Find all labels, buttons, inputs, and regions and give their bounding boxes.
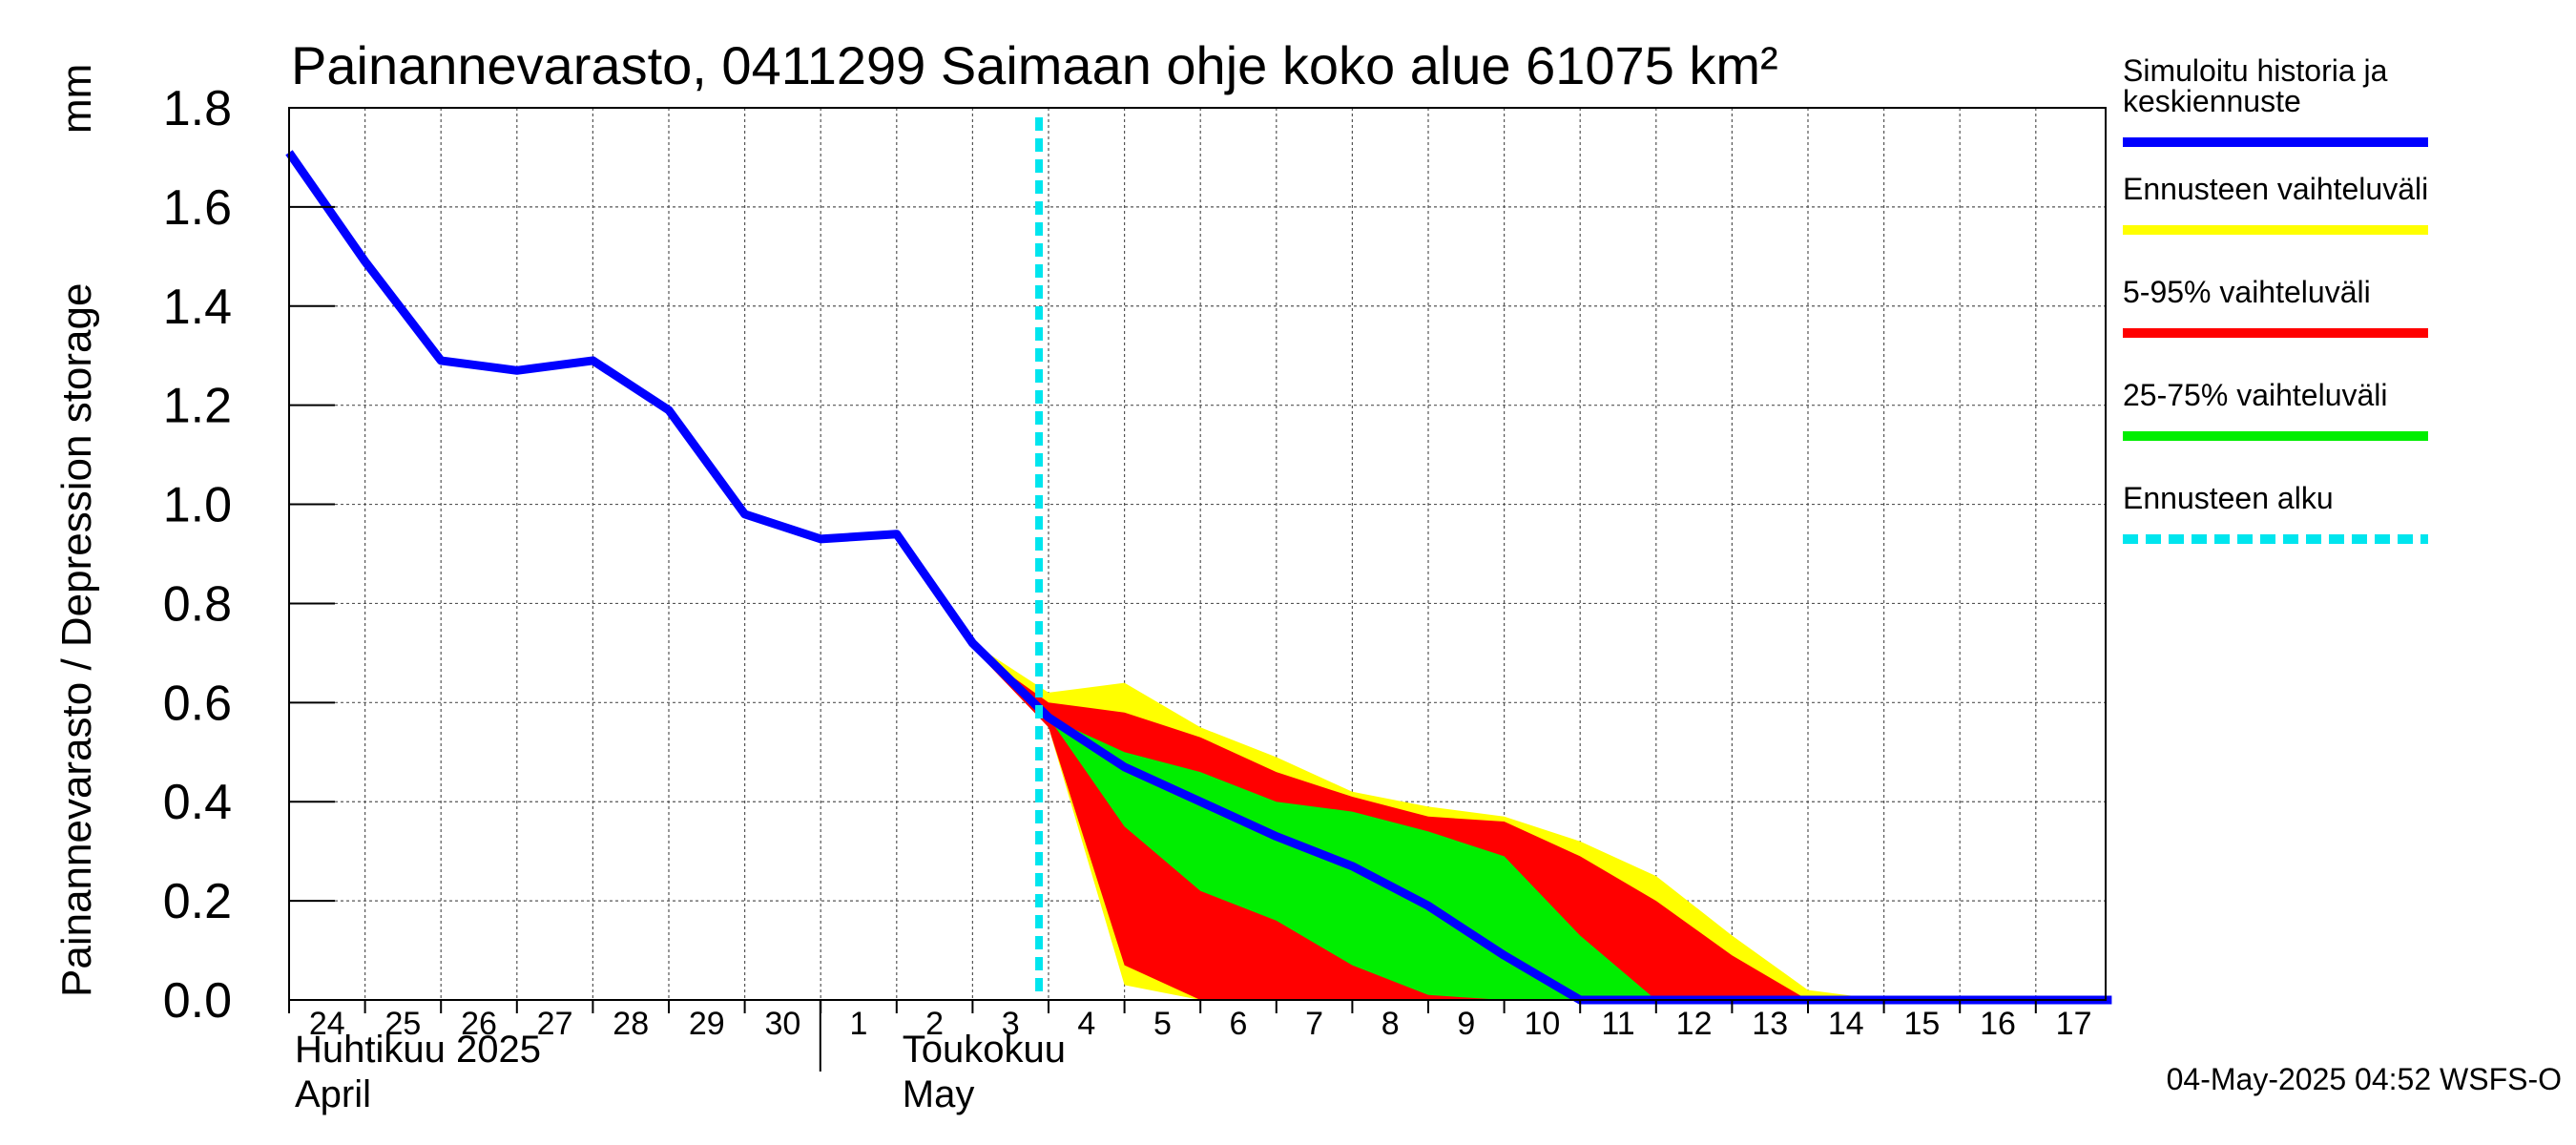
legend-label: 5-95% vaihteluväli xyxy=(2123,275,2371,309)
legend-label: Ennusteen alku xyxy=(2123,481,2334,515)
legend-label: Simuloitu historia ja xyxy=(2123,53,2388,88)
y-tick-label: 0.8 xyxy=(163,576,232,632)
x-tick-label: 27 xyxy=(537,1006,573,1042)
legend-label: Ennusteen vaihteluväli xyxy=(2123,172,2428,206)
y-tick-label: 0.4 xyxy=(163,775,232,830)
month-label-en: May xyxy=(903,1073,975,1115)
x-tick-label: 13 xyxy=(1752,1006,1788,1042)
x-tick-label: 11 xyxy=(1601,1006,1634,1042)
month-label: Toukokuu xyxy=(903,1029,1066,1071)
x-tick-label: 5 xyxy=(1153,1006,1172,1042)
y-tick-label: 1.0 xyxy=(163,478,232,533)
y-axis-unit: mm xyxy=(53,64,100,134)
x-tick-label: 12 xyxy=(1676,1006,1713,1042)
timestamp-footer: 04-May-2025 04:52 WSFS-O xyxy=(2167,1062,2562,1096)
plot-area: 0.00.20.40.60.81.01.21.41.61.824 25 26 27 28… xyxy=(163,81,2112,1115)
y-tick-label: 0.2 xyxy=(163,874,232,929)
y-axis-label: Painannevarasto / Depression storage xyxy=(53,283,100,997)
y-tick-label: 0.0 xyxy=(163,973,232,1029)
x-tick-label: 24 xyxy=(309,1006,345,1042)
x-tick-label: 8 xyxy=(1381,1006,1400,1042)
y-tick-label: 1.6 xyxy=(163,180,232,236)
x-tick-label: 2 xyxy=(925,1006,944,1042)
month-label: Huhtikuu 2025 xyxy=(295,1029,541,1071)
y-tick-label: 1.2 xyxy=(163,379,232,434)
x-tick-label: 26 xyxy=(461,1006,497,1042)
band-p25-75 xyxy=(1049,717,2112,1000)
legend-label: 25-75% vaihteluväli xyxy=(2123,378,2388,412)
y-tick-label: 1.4 xyxy=(163,280,232,335)
x-tick-label: 9 xyxy=(1457,1006,1475,1042)
x-tick-label: 16 xyxy=(1980,1006,2016,1042)
y-tick-label: 1.8 xyxy=(163,81,232,136)
chart-title: Painannevarasto, 0411299 Saimaan ohje ko… xyxy=(291,35,1778,95)
x-tick-label: 15 xyxy=(1903,1006,1940,1042)
x-tick-label: 25 xyxy=(384,1006,421,1042)
x-tick-label: 17 xyxy=(2056,1006,2092,1042)
y-tick-label: 0.6 xyxy=(163,676,232,731)
month-label-en: April xyxy=(295,1073,371,1115)
x-tick-label: 4 xyxy=(1077,1006,1095,1042)
x-tick-label: 3 xyxy=(1002,1006,1020,1042)
x-tick-label: 28 xyxy=(613,1006,649,1042)
x-tick-label: 14 xyxy=(1828,1006,1864,1042)
plot-frame xyxy=(288,107,2107,1001)
x-tick-label: 1 xyxy=(850,1006,868,1042)
x-tick-label: 10 xyxy=(1524,1006,1560,1042)
x-tick-label: 29 xyxy=(689,1006,725,1042)
legend-label: keskiennuste xyxy=(2123,84,2301,118)
x-tick-label: 30 xyxy=(764,1006,800,1042)
x-tick-label: 6 xyxy=(1230,1006,1248,1042)
x-tick-label: 7 xyxy=(1305,1006,1323,1042)
